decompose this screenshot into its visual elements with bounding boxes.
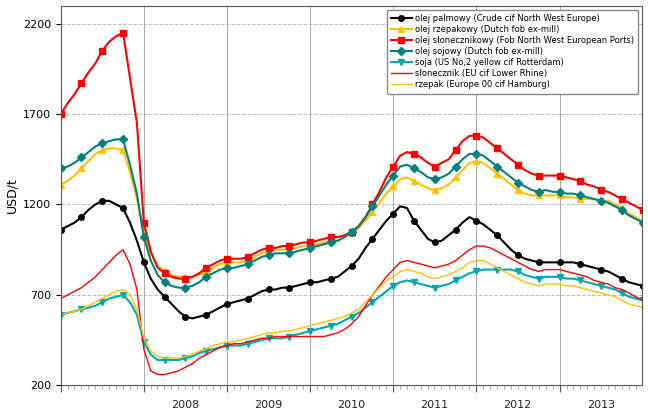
Y-axis label: USD/t: USD/t (6, 178, 19, 214)
Text: 2011: 2011 (421, 400, 448, 410)
Legend: olej palmowy (Crude cif North West Europe), olej rzepakowy (Dutch fob ex-mill), : olej palmowy (Crude cif North West Europ… (387, 10, 638, 94)
Text: 2012: 2012 (503, 400, 532, 410)
Text: 2009: 2009 (254, 400, 283, 410)
Text: 2010: 2010 (337, 400, 365, 410)
Text: 2013: 2013 (586, 400, 615, 410)
Text: 2008: 2008 (171, 400, 200, 410)
